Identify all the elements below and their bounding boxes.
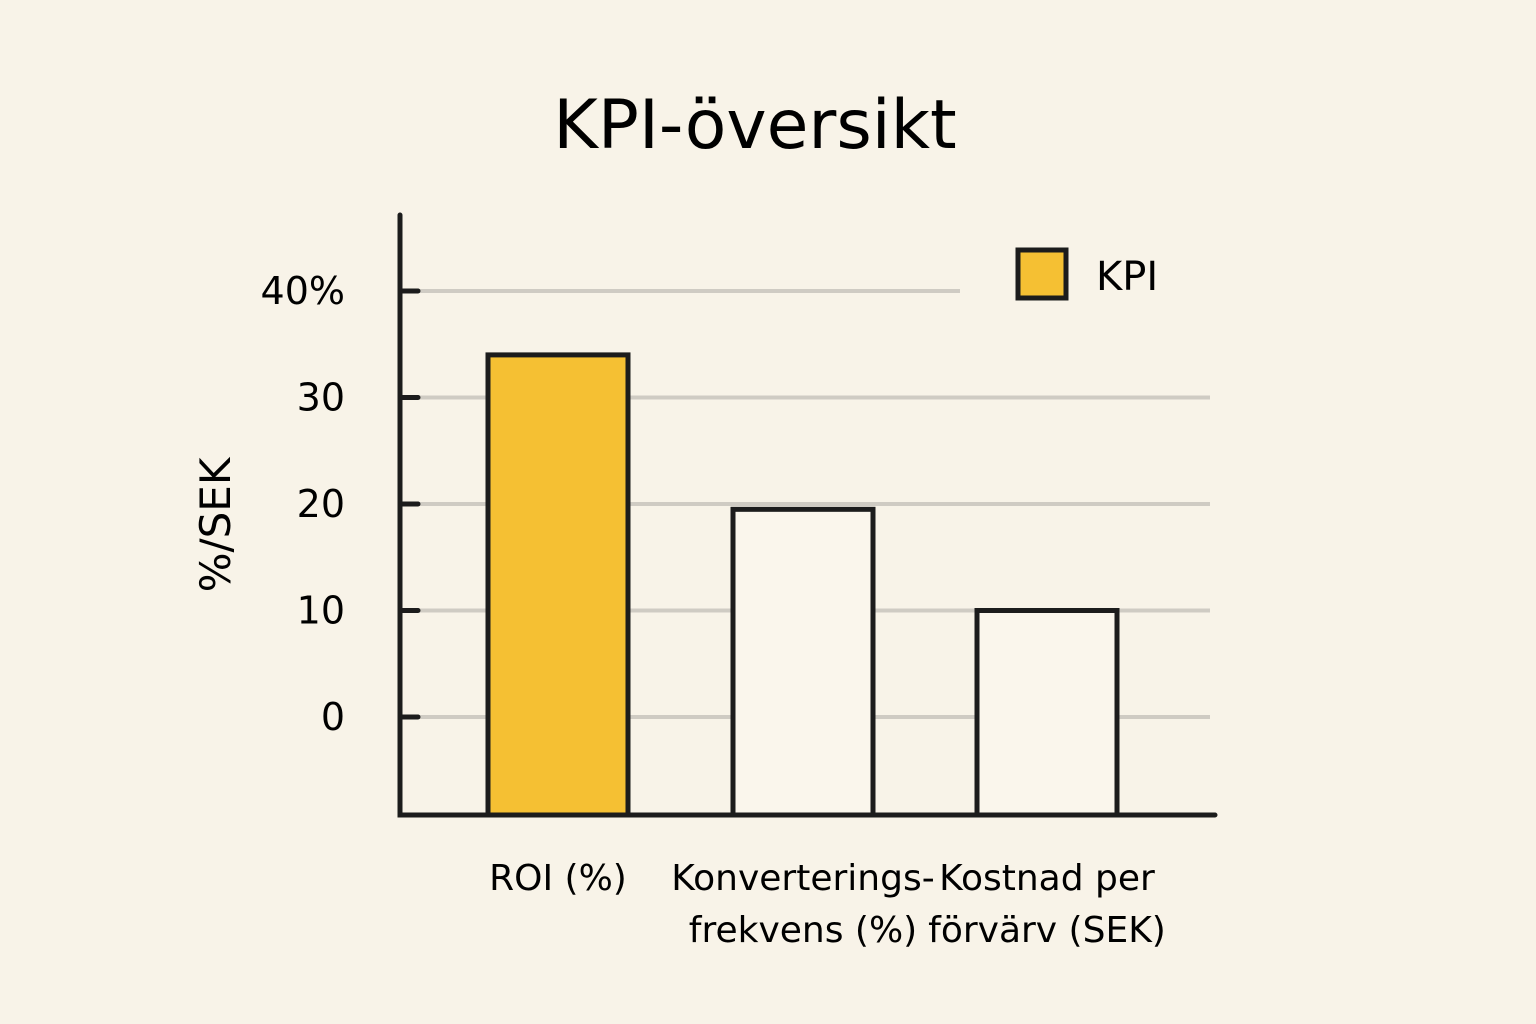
- x-tick-label: ROI (%): [489, 858, 627, 899]
- legend-label: KPI: [1096, 254, 1158, 300]
- bar: [974, 608, 1120, 818]
- category-labels: ROI (%) Konverterings-frekvens (%)Kostnad…: [489, 858, 1166, 951]
- y-ticks: 0 10 20 30 40%: [261, 269, 421, 739]
- bar: [730, 506, 876, 818]
- y-axis-label: %/SEK: [191, 456, 240, 592]
- y-tick-label: 0: [321, 695, 345, 739]
- y-tick-label: 30: [297, 376, 345, 420]
- x-tick-label: Kostnad per förvärv (SEK): [928, 858, 1166, 951]
- x-tick-label: Konverterings-frekvens (%): [671, 858, 934, 951]
- legend: KPI: [1015, 247, 1158, 301]
- axis-lines: [397, 212, 1218, 818]
- bar: [485, 352, 631, 818]
- y-tick-label: 20: [297, 482, 345, 526]
- bars: [485, 352, 1120, 818]
- y-tick-label: 40%: [261, 269, 345, 313]
- axes: [397, 212, 1218, 818]
- y-tick-label: 10: [297, 589, 345, 633]
- legend-swatch: [1015, 247, 1069, 301]
- chart-title: KPI-översikt: [553, 86, 956, 165]
